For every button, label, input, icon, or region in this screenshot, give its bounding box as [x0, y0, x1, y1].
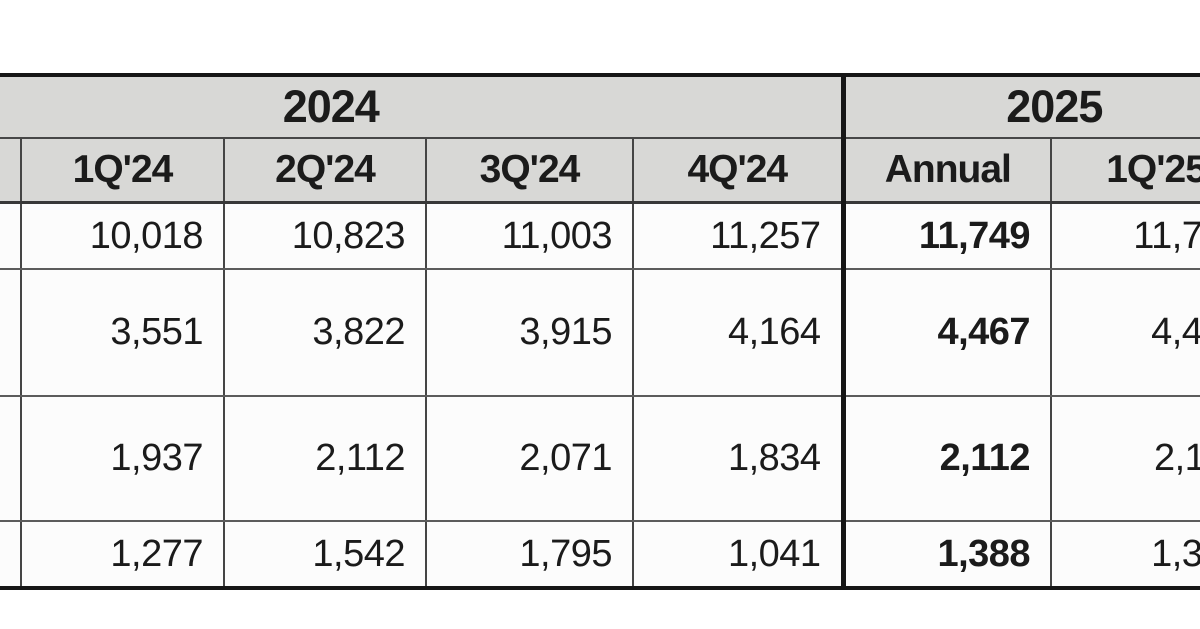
data-cell: 2,112 [223, 395, 427, 522]
table-row: 1,937 2,112 2,071 1,834 2,112 2,11 [0, 395, 1200, 522]
col-header-2q24: 2Q'24 [223, 137, 427, 204]
data-cell: 4,164 [631, 268, 845, 397]
data-cell: 1,834 [631, 395, 845, 522]
data-cell: 1,795 [425, 520, 634, 590]
data-cell: 1,041 [631, 520, 845, 590]
table-row: 1,277 1,542 1,795 1,041 1,388 1,38 [0, 520, 1200, 590]
data-cell: 1,542 [223, 520, 427, 590]
data-cell: 1,937 [20, 395, 225, 522]
data-cell: 11,257 [631, 201, 845, 270]
column-header-row: 1Q'24 2Q'24 3Q'24 4Q'24 Annual 1Q'25 [0, 137, 1200, 204]
col-header-1q24: 1Q'24 [20, 137, 225, 204]
data-cell: 10,018 [20, 201, 225, 270]
data-cell-cropped: 4,46 [1050, 268, 1200, 397]
row-label-cell [0, 520, 22, 590]
col-header-1q25: 1Q'25 [1050, 137, 1200, 204]
data-cell: 3,915 [425, 268, 634, 397]
col-header-3q24: 3Q'24 [425, 137, 634, 204]
row-label-cell [0, 268, 22, 397]
data-cell: 11,003 [425, 201, 634, 270]
quarterly-results-table: 2024 2025 1Q'24 2Q'24 3Q'24 4Q'24 Annual… [0, 73, 1200, 590]
table-row: 3,551 3,822 3,915 4,164 4,467 4,46 [0, 268, 1200, 397]
data-cell-cropped: 1,38 [1050, 520, 1200, 590]
data-cell-annual: 1,388 [840, 520, 1053, 590]
data-cell-cropped: 2,11 [1050, 395, 1200, 522]
data-cell-annual: 2,112 [840, 395, 1053, 522]
year-header-2024: 2024 [0, 73, 844, 139]
data-cell-cropped: 11,74 [1050, 201, 1200, 270]
col-header-annual: Annual [840, 137, 1053, 204]
data-cell: 3,822 [223, 268, 427, 397]
col-header-label [0, 137, 22, 204]
row-label-cell [0, 395, 22, 522]
year-header-row: 2024 2025 [0, 73, 1200, 139]
data-cell-annual: 11,749 [840, 201, 1053, 270]
row-label-cell [0, 201, 22, 270]
data-cell: 2,071 [425, 395, 634, 522]
col-header-4q24: 4Q'24 [631, 137, 845, 204]
table-row: 10,018 10,823 11,003 11,257 11,749 11,74 [0, 201, 1200, 270]
data-cell: 3,551 [20, 268, 225, 397]
year-header-2025: 2025 [840, 73, 1200, 139]
data-cell: 10,823 [223, 201, 427, 270]
data-cell: 1,277 [20, 520, 225, 590]
data-cell-annual: 4,467 [840, 268, 1053, 397]
